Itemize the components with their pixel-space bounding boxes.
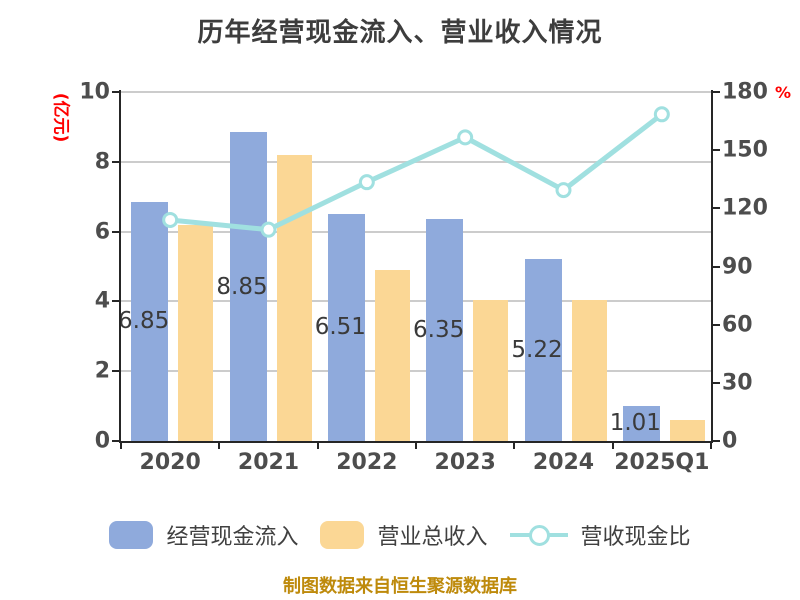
left-axis-tick-label: 4 [94, 288, 110, 314]
x-axis-tickmark [611, 441, 614, 449]
ratio-point-2023[interactable] [457, 129, 474, 146]
x-axis-tickmark [218, 441, 221, 449]
x-axis-label-2024: 2024 [532, 450, 595, 475]
bar-revenue-2020[interactable] [178, 224, 214, 441]
chart-title: 历年经营现金流入、营业收入情况 [197, 18, 603, 48]
right-axis-tick-label: 0 [722, 428, 738, 454]
ratio-point-2022[interactable] [358, 174, 375, 191]
x-axis-tickmark [120, 441, 122, 449]
bar-value-label-2025Q1: 1.01 [609, 410, 661, 437]
x-axis-tickmark [710, 441, 712, 449]
legend-item-cash-inflow[interactable]: 经营现金流入 [109, 519, 298, 551]
bar-value-label-2021: 8.85 [216, 273, 268, 300]
bar-cash-2022[interactable] [327, 213, 365, 441]
bar-revenue-2024[interactable] [571, 299, 607, 441]
left-axis-tick-label: 6 [94, 219, 110, 245]
gridline [121, 91, 711, 93]
left-axis-tickmark [112, 160, 121, 163]
bar-value-label-2022: 6.51 [314, 314, 366, 341]
left-axis-tick-label: 8 [94, 149, 110, 175]
right-axis-tickmark [711, 207, 720, 210]
ratio-line-series [162, 106, 670, 238]
ratio-point-2024[interactable] [555, 182, 572, 199]
right-axis-tickmark [711, 323, 720, 326]
x-axis-label-2023: 2023 [434, 450, 496, 475]
gridline [121, 300, 711, 303]
right-axis-tickmark [711, 149, 720, 152]
ratio-line-path [169, 112, 664, 233]
right-axis-unit-label: % [775, 83, 792, 102]
x-axis-label-2025Q1: 2025Q1 [614, 450, 710, 475]
bar-revenue-2021[interactable] [276, 154, 312, 441]
left-axis-tickmark [112, 440, 121, 442]
x-axis-label-2022: 2022 [336, 450, 398, 475]
left-axis-unit-label: (亿元) [50, 92, 71, 143]
bar-cash-2024[interactable] [524, 258, 562, 441]
left-axis-tickmark [112, 91, 121, 93]
left-axis-tick-label: 0 [94, 428, 110, 454]
gridline [121, 230, 711, 233]
x-axis-label-2021: 2021 [237, 450, 300, 475]
right-axis-tick-label: 120 [722, 195, 768, 221]
ratio-point-2020[interactable] [162, 211, 179, 228]
left-axis-line [119, 90, 121, 443]
left-axis-tick-label: 10 [79, 79, 110, 105]
plot-area: 6.85 8.85 6.51 6.35 5.22 1.01 [118, 90, 713, 443]
right-axis-tick-label: 60 [722, 312, 753, 338]
revenue-swatch [320, 521, 365, 549]
ratio-line-dot [528, 525, 550, 546]
left-axis-tick-label: 2 [94, 358, 110, 384]
ratio-point-2021[interactable] [260, 221, 277, 238]
bar-cash-2020[interactable] [131, 201, 169, 441]
bar-revenue-2023[interactable] [473, 299, 509, 441]
right-axis-tick-label: 90 [722, 254, 753, 279]
legend-label-cash-inflow: 经营现金流入 [166, 525, 299, 550]
bar-revenue-2022[interactable] [374, 270, 410, 441]
bar-cash-2025Q1[interactable] [622, 405, 660, 441]
left-axis-tickmark [112, 370, 121, 373]
bar-cash-2023[interactable] [426, 219, 464, 441]
legend-label-revenue: 营业总收入 [377, 525, 488, 550]
legend: 经营现金流入 营业总收入 营收现金比 [0, 519, 800, 551]
bar-value-label-2020: 6.85 [118, 308, 170, 335]
right-axis-tickmark [711, 265, 720, 268]
legend-item-revenue[interactable]: 营业总收入 [320, 519, 488, 551]
x-axis-tickmark [316, 441, 319, 449]
bar-revenue-2025Q1[interactable] [669, 420, 705, 441]
legend-label-ratio: 营收现金比 [580, 525, 691, 550]
right-axis-tickmark [711, 91, 720, 93]
gridline [121, 370, 711, 373]
ratio-point-2025Q1[interactable] [653, 106, 670, 123]
x-axis-tickmark [513, 441, 516, 449]
ratio-line-marker-icon [509, 521, 568, 549]
bar-cash-2021[interactable] [229, 132, 267, 441]
right-axis-tick-label: 150 [722, 137, 768, 163]
right-axis-tick-label: 30 [722, 370, 753, 396]
x-axis-label-2020: 2020 [139, 450, 201, 475]
right-axis-tickmark [711, 440, 720, 442]
right-axis-tickmark [711, 381, 720, 384]
x-axis-tickmark [415, 441, 417, 449]
left-axis-tickmark [112, 230, 121, 233]
bar-value-label-2024: 5.22 [511, 336, 563, 363]
source-note: 制图数据来自恒生聚源数据库 [283, 576, 517, 597]
left-axis-tickmark [112, 300, 121, 303]
cash-inflow-swatch [109, 521, 154, 549]
right-axis-tick-label: 180 [722, 79, 768, 105]
legend-item-ratio[interactable]: 营收现金比 [509, 519, 691, 551]
bar-value-label-2023: 6.35 [413, 317, 465, 344]
